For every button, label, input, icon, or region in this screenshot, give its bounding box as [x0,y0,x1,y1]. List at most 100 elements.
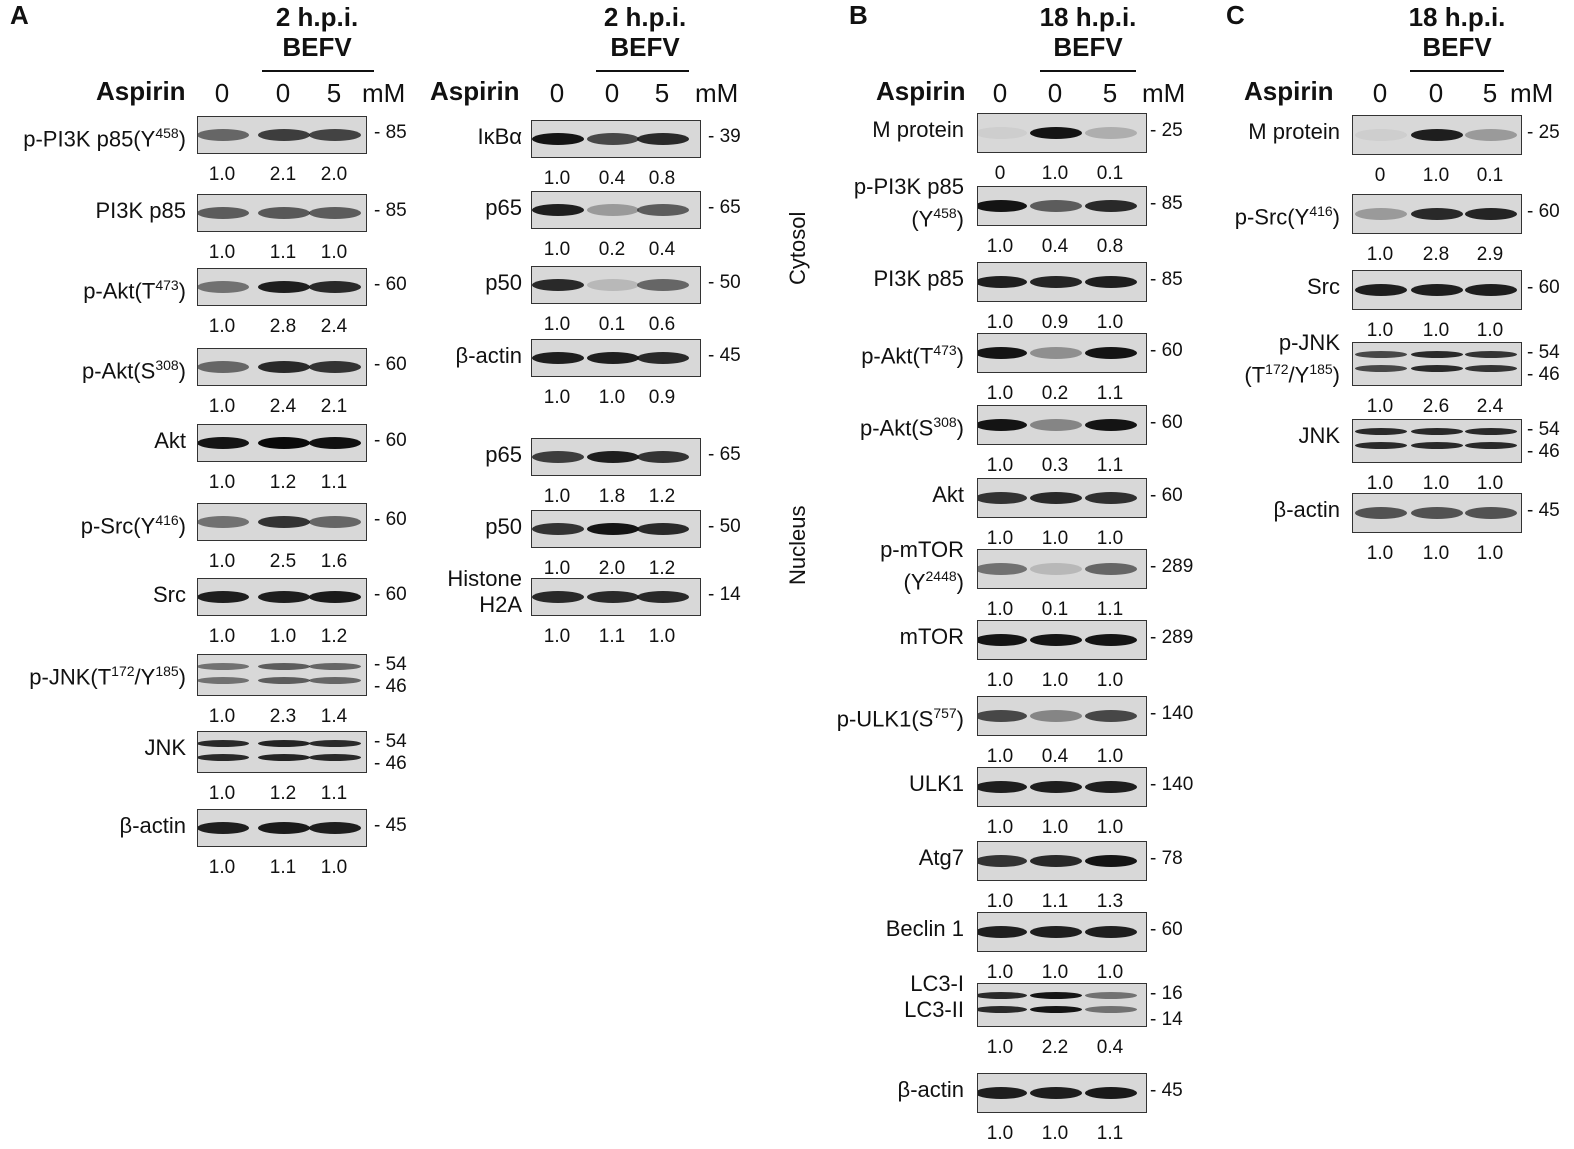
panel-c-befv-underline [1410,70,1504,72]
panel-a-nfkb-header: 2 h.p.i. BEFV [603,2,687,62]
panel-a-band-8-2-1 [309,754,361,761]
panel-b-letter: B [849,0,868,30]
panel-a-band-5-0-0 [198,516,249,528]
panel-a-lane-2: 5 [326,78,342,108]
panel-a-nfkb-band-6-1-0 [587,591,639,603]
panel-c-band-5-2-0 [1465,507,1517,519]
panel-a-nfkb-band-1-0-0 [532,204,584,216]
panel-b-mw-4-0: - 60 [1150,412,1183,433]
panel-a-unit: mM [362,78,406,108]
panel-b-quant-9-2: 1.0 [1096,817,1124,838]
panel-a-band-7-1-1 [258,677,310,684]
panel-b-mw-2-0: - 85 [1150,269,1183,290]
panel-a-mw-8-1: - 46 [374,753,407,774]
panel-c-band-4-0-1 [1355,442,1407,449]
panel-b-quant-9-1: 1.0 [1041,817,1069,838]
panel-a-nfkb-quant-4-1: 1.8 [598,486,626,507]
panel-b-quant-1-2: 0.8 [1096,236,1124,257]
panel-a-nfkb-quant-6-0: 1.0 [543,626,571,647]
panel-a-band-0-2-0 [309,129,361,141]
panel-b-band-6-0-0 [978,563,1027,575]
panel-c-band-5-0-0 [1355,507,1407,519]
panel-b-blot-label-9: ULK1 [908,771,964,796]
panel-b-band-9-0-0 [978,781,1027,793]
panel-a-quant-9-0: 1.0 [208,857,236,878]
panel-a-mw-7-1: - 46 [374,676,407,697]
panel-a-band-8-2-0 [309,740,361,747]
panel-b-quant-8-1: 0.4 [1041,746,1069,767]
panel-c-blot-label-1: p-Src(Y416) [1234,203,1340,230]
panel-b-blot-10 [977,841,1147,881]
panel-c-quant-3-1: 2.6 [1422,396,1450,417]
panel-a-mw-5-0: - 60 [374,509,407,530]
panel-b-blot-13 [977,1073,1147,1113]
panel-c-band-3-2-0 [1465,351,1517,358]
panel-c-header: 18 h.p.i. BEFV [1408,2,1506,62]
panel-a-nfkb-quant-2-2: 0.6 [648,314,676,335]
panel-a-quant-9-1: 1.1 [269,857,297,878]
panel-c-blot-2 [1352,270,1522,310]
panel-a-quant-5-0: 1.0 [208,551,236,572]
panel-a-nfkb-band-2-0-0 [532,279,584,291]
panel-b-band-5-2-0 [1085,492,1137,504]
panel-a-nfkb-band-3-2-0 [637,352,689,364]
panel-a-nfkb-mw-3-0: - 45 [708,345,741,366]
panel-a-blot-4 [197,424,367,462]
panel-b-band-12-2-1 [1085,1006,1137,1013]
panel-a-band-3-0-0 [198,361,249,373]
panel-b-quant-2-1: 0.9 [1041,312,1069,333]
panel-b-quant-4-1: 0.3 [1041,455,1069,476]
panel-b-quant-3-0: 1.0 [986,383,1014,404]
panel-a-mw-9-0: - 45 [374,815,407,836]
panel-b-blot-label-8: p-ULK1(S757) [836,705,964,732]
panel-a-quant-4-1: 1.2 [269,472,297,493]
panel-b-blot-label-12: LC3-I LC3-II [904,971,964,1022]
panel-b-band-3-0-0 [978,347,1027,359]
panel-c-quant-2-2: 1.0 [1476,320,1504,341]
panel-a-quant-1-1: 1.1 [269,242,297,263]
panel-c-blot-label-2: Src [1307,274,1340,299]
panel-c-blot-label-0: M protein [1248,119,1340,144]
panel-a-nfkb-quant-3-2: 0.9 [648,387,676,408]
panel-a-befv-underline [262,70,374,72]
panel-c-quant-1-2: 2.9 [1476,244,1504,265]
panel-a-nfkb-band-6-2-0 [637,591,689,603]
panel-a-blot-5 [197,503,367,541]
panel-a-nfkb-blot-4 [531,438,701,476]
panel-c-quant-0-1: 1.0 [1422,165,1450,186]
panel-a-blot-label-8: JNK [144,735,186,760]
panel-a-quant-1-2: 1.0 [320,242,348,263]
panel-b-blot-label-7: mTOR [899,624,964,649]
panel-a-nfkb-blot-5 [531,510,701,548]
panel-b-quant-12-1: 2.2 [1041,1037,1069,1058]
panel-a-band-8-1-0 [258,740,310,747]
panel-b-band-4-0-0 [978,419,1027,431]
panel-b-blot-11 [977,912,1147,952]
panel-b-band-10-0-0 [978,855,1027,867]
panel-a-quant-6-2: 1.2 [320,626,348,647]
panel-b-mw-0-0: - 25 [1150,120,1183,141]
panel-c-quant-3-2: 2.4 [1476,396,1504,417]
panel-b-blot-label-1: p-PI3K p85 (Y458) [853,174,964,232]
panel-a-quant-7-0: 1.0 [208,706,236,727]
panel-a-quant-8-2: 1.1 [320,783,348,804]
panel-a-quant-3-1: 2.4 [269,396,297,417]
panel-a-quant-3-0: 1.0 [208,396,236,417]
panel-b-quant-3-1: 0.2 [1041,383,1069,404]
panel-b-blot-label-3: p-Akt(T473) [861,342,964,369]
panel-c-band-0-2-0 [1465,129,1517,141]
panel-b-quant-11-2: 1.0 [1096,962,1124,983]
panel-a-nfkb-quant-6-2: 1.0 [648,626,676,647]
panel-a-nfkb-quant-1-1: 0.2 [598,239,626,260]
panel-b-quant-7-2: 1.0 [1096,670,1124,691]
panel-a-nfkb-blot-label-2: p50 [485,270,522,295]
panel-a-mw-3-0: - 60 [374,354,407,375]
panel-b-band-12-1-1 [1030,1006,1082,1013]
panel-b-quant-11-1: 1.0 [1041,962,1069,983]
panel-a-quant-2-0: 1.0 [208,316,236,337]
panel-c-quant-4-1: 1.0 [1422,473,1450,494]
panel-b-mw-3-0: - 60 [1150,340,1183,361]
panel-c-band-1-0-0 [1355,208,1407,220]
panel-c-quant-5-0: 1.0 [1366,543,1394,564]
panel-b-quant-8-0: 1.0 [986,746,1014,767]
